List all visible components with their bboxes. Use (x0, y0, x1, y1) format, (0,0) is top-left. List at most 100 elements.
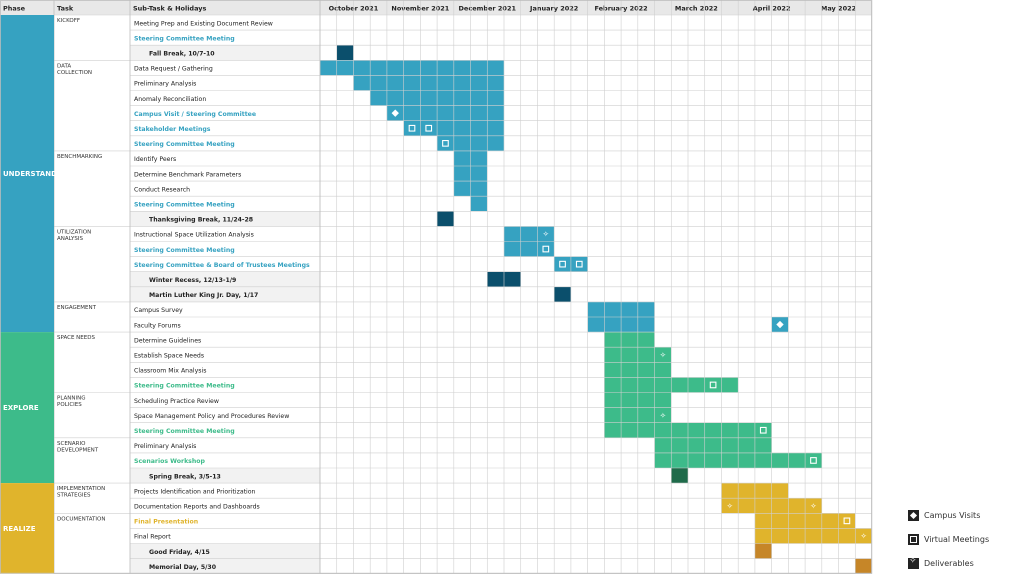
legend-item-diamond: Campus Visits (908, 508, 980, 522)
subtask-label: Good Friday, 4/15 (149, 549, 210, 556)
phase-block (0, 332, 54, 484)
legend-item-square: Virtual Meetings (908, 532, 989, 546)
task-bar (336, 45, 354, 61)
virtual-meeting-marker (709, 381, 717, 389)
virtual-meeting-marker (559, 260, 566, 268)
task-bar (470, 196, 488, 212)
holiday-row-bg (130, 286, 320, 302)
subtask-label: Stakeholder Meetings (134, 126, 211, 133)
subtask-label: Scenarios Workshop (134, 458, 206, 465)
subtask-label: Final Presentation (134, 519, 198, 526)
deliverable-marker: ✧ (543, 230, 549, 239)
task-bar (554, 286, 571, 302)
task-label: BENCHMARKING (57, 154, 102, 160)
subtask-label: Steering Committee Meeting (134, 141, 235, 148)
task-bar (353, 75, 504, 91)
task-bar (754, 543, 772, 559)
subtask-label: Steering Committee Meeting (134, 428, 235, 435)
virtual-meeting-marker (759, 426, 767, 434)
subtask-label: Classroom Mix Analysis (134, 368, 206, 375)
subtask-label: Documentation Reports and Dashboards (134, 504, 260, 511)
phase-label: REALIZE (3, 525, 36, 533)
task-bar (504, 241, 555, 257)
deliverable-marker: ✧ (810, 501, 816, 510)
subtask-label: Campus Visit / Steering Committee (134, 111, 256, 118)
task-bar (504, 226, 555, 242)
task-label: UTILIZATION (57, 229, 91, 235)
holiday-row-bg (130, 271, 320, 287)
legend-label: Campus Visits (924, 510, 981, 520)
holiday-row-bg (130, 468, 320, 484)
subtask-label: Establish Space Needs (134, 353, 204, 360)
task-label: ANALYSIS (57, 236, 83, 242)
holiday-row-bg (130, 543, 320, 559)
header-phase: Phase (3, 5, 26, 13)
holiday-row-bg (130, 558, 320, 574)
deliverable-marker: ✧ (727, 501, 733, 510)
task-label: DATA (57, 63, 71, 69)
subtask-label: Anomaly Reconciliation (134, 96, 206, 103)
task-bar (754, 528, 872, 544)
square-icon (908, 533, 919, 545)
campus-visit-marker (391, 109, 399, 117)
legend-label: Virtual Meetings (924, 534, 990, 544)
subtask-label: Steering Committee & Board of Trustees M… (134, 262, 310, 269)
subtask-label: Identify Peers (134, 156, 176, 163)
phase-label: UNDERSTAND (3, 170, 57, 178)
task-bar (604, 332, 655, 348)
deliverable-marker: ✧ (660, 411, 666, 420)
header-bar (0, 0, 872, 15)
task-bar (671, 468, 688, 484)
virtual-meeting-marker (325, 34, 332, 41)
subtask-label: Scheduling Practice Review (134, 398, 219, 405)
subtask-label: Thanksgiving Break, 11/24-28 (149, 217, 253, 224)
subtask-label: Martin Luther King Jr. Day, 1/17 (149, 292, 258, 299)
phase-label: EXPLORE (3, 404, 39, 412)
subtask-label: Projects Identification and Prioritizati… (134, 488, 256, 495)
subtask-label: Preliminary Analysis (134, 443, 196, 450)
task-bar (386, 105, 504, 121)
header-task: Task (57, 5, 74, 13)
month-label: January 2022 (529, 5, 578, 13)
subtask-label: Instructional Space Utilization Analysis (134, 232, 254, 239)
subtask-label: Memorial Day, 5/30 (149, 564, 217, 571)
subtask-label: Winter Recess, 12/13-1/9 (149, 277, 236, 284)
subtask-label: Meeting Prep and Existing Document Revie… (134, 20, 273, 27)
legend-label: Deliverables (924, 558, 974, 568)
subtask-label: Data Request / Gathering (134, 66, 213, 73)
deliverable-marker: ✧ (660, 350, 666, 359)
task-bar (654, 437, 772, 453)
subtask-label: Steering Committee Meeting (134, 35, 235, 42)
task-label: ENGAGEMENT (57, 305, 97, 311)
task-label: IMPLEMENTATION (57, 486, 105, 492)
subtask-label: Final Report (134, 534, 171, 541)
task-label: PLANNING (57, 396, 86, 402)
task-bar (353, 60, 504, 76)
sparkle-icon (908, 556, 919, 569)
virtual-meeting-marker (542, 245, 550, 253)
task-label: POLICIES (57, 402, 82, 408)
subtask-label: Steering Committee Meeting (134, 247, 235, 254)
virtual-meeting-marker (425, 124, 433, 132)
virtual-meeting-marker (843, 517, 851, 525)
subtask-label: Determine Benchmark Parameters (134, 171, 241, 178)
phase-block (0, 15, 54, 333)
legend-item-sparkle: Deliverables (908, 556, 974, 570)
subtask-label: Determine Guidelines (134, 337, 201, 344)
subtask-label: Conduct Research (134, 186, 190, 193)
subtask-label: Steering Committee Meeting (134, 202, 235, 209)
campus-visit-marker (776, 320, 784, 329)
virtual-meeting-marker (442, 140, 449, 147)
subtask-label: Preliminary Analysis (134, 81, 196, 88)
task-bar (855, 558, 872, 574)
task-label: KICKOFF (57, 18, 80, 24)
subtask-label: Campus Survey (134, 307, 183, 314)
subtask-label: Faculty Forums (134, 322, 181, 329)
chart-border (0, 0, 872, 574)
holiday-row-bg (130, 211, 320, 227)
subtask-label: Steering Committee Meeting (134, 383, 235, 390)
deliverable-marker: ✧ (860, 532, 866, 541)
virtual-meeting-marker (810, 457, 817, 464)
subtask-label: Space Management Policy and Procedures R… (134, 413, 289, 420)
